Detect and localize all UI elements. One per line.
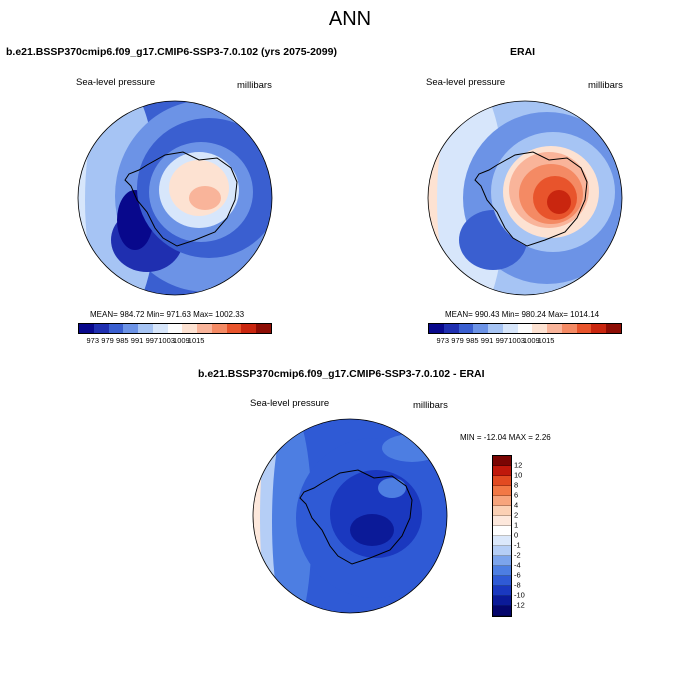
panel1-units-label: millibars (237, 80, 272, 91)
panel2-colorbar (428, 323, 622, 334)
colorbar-tick-label: 985 (116, 336, 129, 345)
panel3-polar-map (252, 418, 448, 614)
colorbar-swatch (502, 324, 518, 333)
panel3-variable-label: Sea-level pressure (250, 398, 330, 409)
colorbar-tick-label: 10 (514, 470, 523, 480)
colorbar-swatch (197, 324, 212, 333)
colorbar-swatch (591, 324, 607, 333)
colorbar-tick-label: 979 (101, 336, 114, 345)
colorbar-swatch (211, 324, 227, 333)
panel2-stats: MEAN= 990.43 Min= 980.24 Max= 1014.14 (445, 310, 600, 319)
colorbar-swatch (79, 324, 94, 333)
colorbar-tick-label: -6 (514, 570, 521, 580)
colorbar-tick-label: -10 (514, 590, 525, 600)
colorbar-swatch (517, 324, 533, 333)
colorbar-swatch (138, 324, 153, 333)
panel1-stats: MEAN= 984.72 Min= 971.63 Max= 1002.33 (90, 310, 245, 319)
panel3-stats: MIN = -12.04 MAX = 2.26 (460, 433, 551, 442)
colorbar-tick-label: 8 (514, 480, 519, 490)
colorbar-swatch (576, 324, 592, 333)
colorbar-swatch (123, 324, 139, 333)
colorbar-swatch (226, 324, 242, 333)
colorbar-tick-label: 6 (514, 490, 519, 500)
colorbar-swatch (493, 586, 511, 596)
figure-title: ANN (328, 8, 372, 30)
panel3-units-label: millibars (413, 400, 448, 411)
colorbar-swatch (493, 526, 511, 536)
colorbar-swatch (493, 516, 511, 526)
colorbar-tick-label: 997 (145, 336, 159, 345)
colorbar-tick-label: -1 (514, 540, 521, 550)
colorbar-swatch (493, 546, 511, 556)
colorbar-tick-label: 1 (514, 520, 519, 530)
colorbar-tick-label: 973 (436, 336, 450, 345)
colorbar-swatch (458, 324, 474, 333)
panel1-colorbar (78, 323, 272, 334)
colorbar-swatch (167, 324, 183, 333)
colorbar-swatch (493, 456, 511, 466)
colorbar-tick-label: 0 (514, 530, 519, 540)
colorbar-tick-label: 991 (480, 336, 494, 345)
colorbar-swatch (493, 536, 511, 546)
panel1-polar-map (77, 100, 273, 296)
colorbar-swatch (493, 466, 511, 476)
colorbar-tick-label: 985 (466, 336, 479, 345)
colorbar-swatch (493, 496, 511, 506)
colorbar-swatch (493, 606, 511, 616)
colorbar-swatch (241, 324, 257, 333)
panel1-colorbar-ticks: 973 979 985 991 997 1003 1009 1015 (78, 336, 270, 346)
colorbar-tick-label: 1015 (187, 336, 205, 345)
panel2-units-label: millibars (588, 80, 623, 91)
colorbar-swatch (429, 324, 444, 333)
colorbar-tick-label: 1003 (158, 336, 175, 345)
colorbar-swatch (256, 324, 271, 333)
colorbar-tick-label: 2 (514, 510, 519, 520)
colorbar-tick-label: -12 (514, 600, 525, 610)
colorbar-tick-label: 1009 (523, 336, 540, 345)
colorbar-swatch (488, 324, 503, 333)
colorbar-tick-label: 991 (130, 336, 144, 345)
colorbar-tick-label: -2 (514, 550, 521, 560)
colorbar-tick-label: 997 (495, 336, 509, 345)
colorbar-swatch (182, 324, 198, 333)
colorbar-tick-label: -4 (514, 560, 521, 570)
panel2-variable-label: Sea-level pressure (426, 77, 506, 88)
colorbar-swatch (606, 324, 621, 333)
colorbar-tick-label: 973 (86, 336, 100, 345)
panel1-variable-label: Sea-level pressure (76, 77, 156, 88)
colorbar-swatch (493, 486, 511, 496)
panel2-title: ERAI (510, 46, 536, 58)
colorbar-swatch (443, 324, 459, 333)
panel2-polar-map (427, 100, 623, 296)
colorbar-swatch (493, 576, 511, 586)
colorbar-swatch (152, 324, 168, 333)
panel1-title: b.e21.BSSP370cmip6.f09_g17.CMIP6-SSP3-7.… (6, 46, 337, 58)
colorbar-swatch (561, 324, 577, 333)
panel3-title: b.e21.BSSP370cmip6.f09_g17.CMIP6-SSP3-7.… (198, 368, 485, 380)
colorbar-swatch (108, 324, 124, 333)
colorbar-swatch (93, 324, 109, 333)
colorbar-swatch (493, 506, 511, 516)
colorbar-swatch (532, 324, 548, 333)
colorbar-tick-label: 1009 (173, 336, 190, 345)
colorbar-tick-label: 1003 (508, 336, 525, 345)
colorbar-swatch (473, 324, 489, 333)
colorbar-swatch (493, 566, 511, 576)
colorbar-tick-label: 4 (514, 500, 519, 510)
colorbar-swatch (493, 556, 511, 566)
colorbar-tick-label: 12 (514, 460, 523, 470)
colorbar-tick-label: 979 (451, 336, 464, 345)
panel2-colorbar-ticks: 973 979 985 991 997 1003 1009 1015 (428, 336, 620, 346)
colorbar-swatch (547, 324, 562, 333)
colorbar-tick-label: -8 (514, 580, 521, 590)
colorbar-swatch (493, 476, 511, 486)
colorbar-swatch (493, 596, 511, 606)
colorbar-tick-label: 1015 (537, 336, 555, 345)
panel3-colorbar (492, 455, 512, 617)
